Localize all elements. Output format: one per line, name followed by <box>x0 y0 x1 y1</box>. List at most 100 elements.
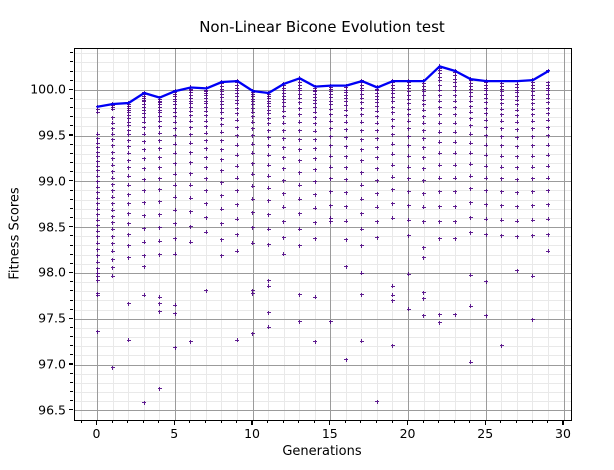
y-minor-gridline <box>75 135 571 137</box>
scatter-point <box>219 123 224 128</box>
scatter-point <box>437 312 442 317</box>
scatter-point <box>219 102 224 107</box>
scatter-point <box>251 102 256 107</box>
scatter-point <box>406 177 411 182</box>
scatter-point <box>437 140 442 145</box>
x-major-gridline <box>485 49 487 420</box>
scatter-point <box>406 272 411 277</box>
scatter-point <box>375 145 380 150</box>
scatter-point <box>422 297 427 302</box>
scatter-point <box>515 102 520 107</box>
x-minor-gridline <box>392 49 394 420</box>
scatter-point <box>282 235 287 240</box>
scatter-point <box>328 144 333 149</box>
scatter-point <box>453 112 458 117</box>
scatter-point <box>313 84 318 89</box>
scatter-point <box>95 229 100 234</box>
scatter-point <box>266 116 271 121</box>
scatter-point <box>484 101 489 106</box>
scatter-point <box>111 126 116 131</box>
scatter-point <box>313 88 318 93</box>
scatter-point <box>235 79 240 84</box>
scatter-point <box>111 121 116 126</box>
scatter-point <box>468 116 473 121</box>
scatter-point <box>157 114 162 119</box>
y-minor-gridline <box>75 181 571 183</box>
y-minor-tick <box>70 207 73 209</box>
scatter-point <box>142 108 147 113</box>
scatter-point <box>499 107 504 112</box>
scatter-point <box>95 330 100 335</box>
scatter-point <box>297 86 302 91</box>
scatter-point <box>251 151 256 156</box>
scatter-point <box>515 113 520 118</box>
scatter-point <box>173 126 178 131</box>
scatter-point <box>422 313 427 318</box>
scatter-point <box>313 86 318 91</box>
scatter-point <box>359 243 364 248</box>
scatter-point <box>422 98 427 103</box>
y-minor-tick <box>70 107 73 108</box>
x-major-gridline <box>97 49 99 420</box>
scatter-point <box>530 97 535 102</box>
scatter-point <box>530 101 535 106</box>
x-minor-gridline <box>299 49 301 420</box>
scatter-point <box>437 236 442 241</box>
scatter-point <box>359 227 364 232</box>
scatter-point <box>546 83 551 88</box>
scatter-point <box>468 132 473 137</box>
scatter-point <box>375 109 380 114</box>
scatter-point <box>453 130 458 135</box>
scatter-point <box>95 247 100 252</box>
scatter-point <box>328 107 333 112</box>
scatter-point <box>328 319 333 324</box>
scatter-point <box>437 204 442 209</box>
scatter-point <box>468 162 473 167</box>
scatter-point <box>235 112 240 117</box>
scatter-point <box>266 92 271 97</box>
scatter-point <box>344 96 349 101</box>
scatter-point <box>235 89 240 94</box>
scatter-point <box>142 188 147 193</box>
scatter-point <box>422 87 427 92</box>
scatter-point <box>406 165 411 170</box>
y-tick-label: 96.5 <box>38 402 66 418</box>
scatter-point <box>546 143 551 148</box>
scatter-point <box>282 178 287 183</box>
y-minor-gridline <box>75 126 571 128</box>
scatter-point <box>266 94 271 99</box>
scatter-point <box>344 357 349 362</box>
x-minor-gridline <box>283 49 285 420</box>
scatter-point <box>219 157 224 162</box>
x-minor-gridline <box>159 49 161 420</box>
scatter-point <box>219 147 224 152</box>
x-minor-gridline <box>376 49 378 420</box>
scatter-point <box>157 131 162 136</box>
scatter-point <box>453 68 458 73</box>
y-major-gridline <box>75 272 571 274</box>
scatter-point <box>297 211 302 216</box>
scatter-point <box>142 400 147 405</box>
scatter-point <box>266 174 271 179</box>
scatter-point <box>499 126 504 131</box>
scatter-point <box>422 178 427 183</box>
scatter-point <box>251 161 256 166</box>
y-minor-gridline <box>75 53 571 55</box>
scatter-point <box>297 89 302 94</box>
scatter-point <box>437 220 442 225</box>
scatter-point <box>188 133 193 138</box>
y-minor-gridline <box>75 71 571 73</box>
y-minor-gridline <box>75 208 571 210</box>
scatter-point <box>251 197 256 202</box>
scatter-point <box>282 86 287 91</box>
scatter-point <box>297 76 302 81</box>
scatter-point <box>251 90 256 95</box>
scatter-point <box>282 121 287 126</box>
scatter-point <box>157 102 162 107</box>
scatter-point <box>219 79 224 84</box>
scatter-point <box>173 114 178 119</box>
scatter-point <box>406 307 411 312</box>
scatter-point <box>328 134 333 139</box>
scatter-point <box>157 138 162 143</box>
scatter-point <box>390 80 395 85</box>
